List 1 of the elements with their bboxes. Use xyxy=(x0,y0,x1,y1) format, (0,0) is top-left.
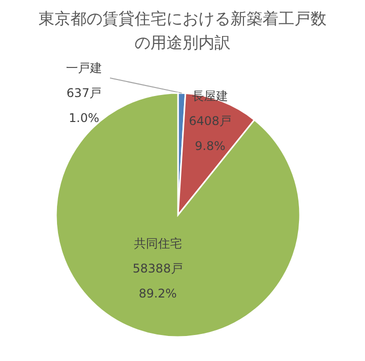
title: 東京都の賃貸住宅における新築着工戸数の用途別内訳 xyxy=(38,9,326,52)
